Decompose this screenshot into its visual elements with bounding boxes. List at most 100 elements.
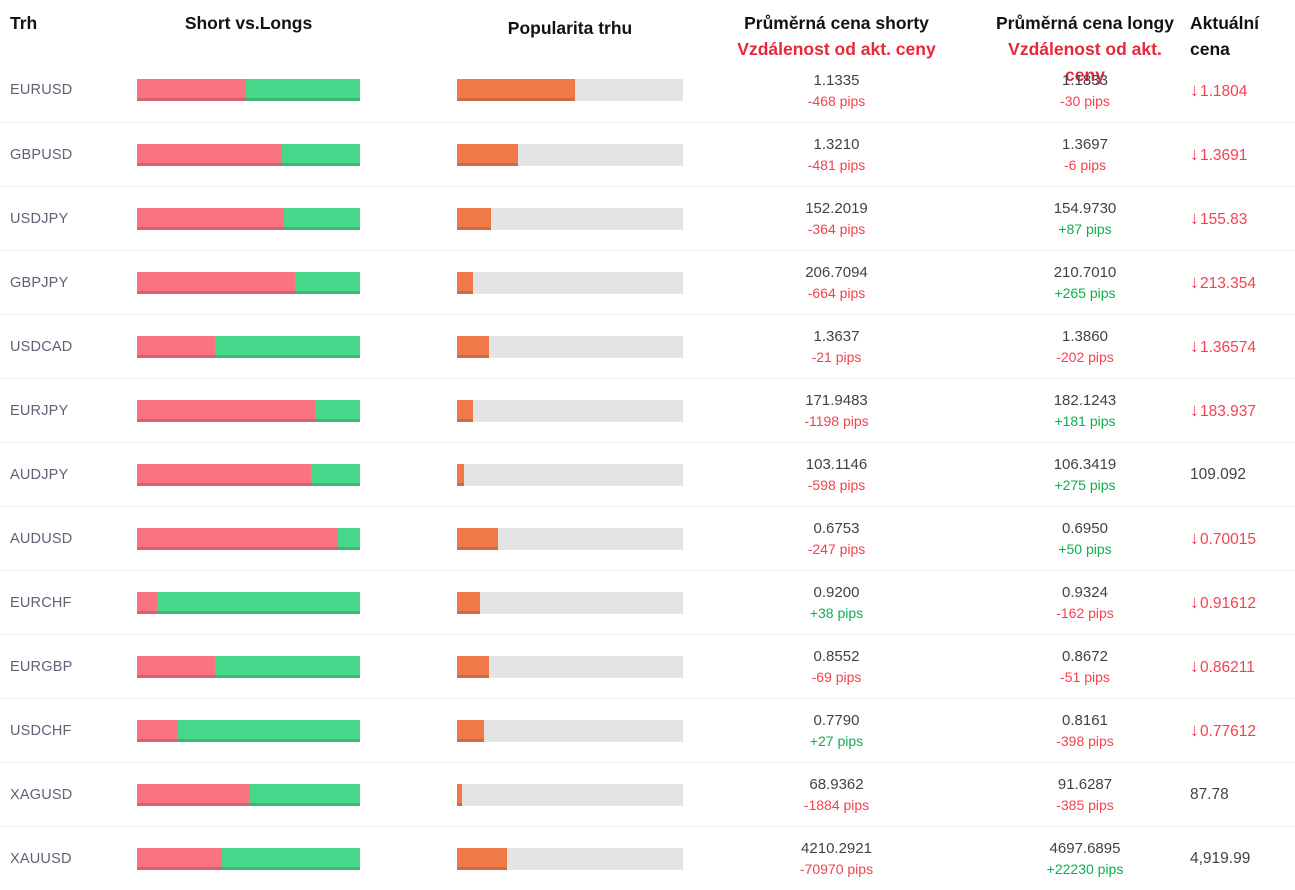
popularity-bar-track xyxy=(457,847,683,870)
longs-bar-segment xyxy=(281,143,360,166)
shorts-bar-segment xyxy=(137,335,216,358)
avg-short-price: 0.9200 xyxy=(813,584,860,601)
actual-price-cell: ↓109.092 xyxy=(1180,466,1295,484)
long-distance-pips: +87 pips xyxy=(1058,221,1112,237)
market-label: EURUSD xyxy=(10,82,73,98)
market-label: AUDJPY xyxy=(10,466,69,483)
market-label: GBPJPY xyxy=(10,274,69,291)
actual-price: 0.70015 xyxy=(1200,531,1257,548)
short-distance-pips: -598 pips xyxy=(807,477,866,493)
table-row[interactable]: EURCHF 0.9200 +38 pips 0.9324 -162 pips … xyxy=(0,570,1295,634)
longs-bar-segment xyxy=(295,271,360,294)
short-vs-long-cell xyxy=(137,463,360,486)
short-vs-long-cell xyxy=(137,399,360,422)
actual-price-cell: ↓213.354 xyxy=(1180,272,1295,293)
popularity-bar-track xyxy=(457,591,683,614)
long-distance-pips: +265 pips xyxy=(1054,285,1116,301)
shorts-bar-segment xyxy=(137,271,296,294)
long-distance-pips: -385 pips xyxy=(1056,797,1114,813)
short-vs-long-cell xyxy=(137,783,360,806)
avg-long-cell: 0.9324 -162 pips xyxy=(990,584,1180,621)
header-avg-longs: Průměrná cena longy Vzdálenost od akt. c… xyxy=(990,10,1180,88)
short-vs-long-cell xyxy=(137,719,360,742)
table-row[interactable]: EURGBP 0.8552 -69 pips 0.8672 -51 pips ↓… xyxy=(0,634,1295,698)
popularity-cell xyxy=(457,463,683,486)
table-row[interactable]: EURUSD 1.1335 -468 pips 1.1833 -30 pips … xyxy=(0,58,1295,122)
shorts-bar-segment xyxy=(137,783,249,806)
price-down-arrow-icon: ↓ xyxy=(1190,272,1199,292)
actual-price: 0.91612 xyxy=(1200,595,1257,612)
table-row[interactable]: AUDUSD 0.6753 -247 pips 0.6950 +50 pips … xyxy=(0,506,1295,570)
long-distance-pips: -30 pips xyxy=(1060,92,1110,109)
avg-long-cell: 182.1243 +181 pips xyxy=(990,392,1180,429)
short-vs-long-bar xyxy=(137,335,360,358)
avg-short-price: 0.7790 xyxy=(813,712,860,729)
shorts-bar-segment xyxy=(137,591,158,614)
avg-short-cell: 4210.2921 -70970 pips xyxy=(683,840,990,877)
popularity-bar-fill xyxy=(457,79,575,101)
table-row[interactable]: AUDJPY 103.1146 -598 pips 106.3419 +275 … xyxy=(0,442,1295,506)
short-vs-long-bar xyxy=(137,463,360,486)
market-label: EURGBP xyxy=(10,658,73,675)
short-vs-long-cell xyxy=(137,527,360,550)
popularity-bar-fill xyxy=(457,591,480,614)
longs-bar-segment xyxy=(248,783,360,806)
longs-bar-segment xyxy=(177,719,360,742)
avg-short-price: 1.3637 xyxy=(813,328,860,345)
popularity-cell xyxy=(457,783,683,806)
table-row[interactable]: XAUUSD 4210.2921 -70970 pips 4697.6895 +… xyxy=(0,826,1295,890)
short-distance-pips: -664 pips xyxy=(807,285,866,301)
short-vs-long-bar xyxy=(137,527,360,550)
avg-short-price: 171.9483 xyxy=(805,392,868,409)
avg-long-cell: 0.8161 -398 pips xyxy=(990,712,1180,749)
table-row[interactable]: XAGUSD 68.9362 -1884 pips 91.6287 -385 p… xyxy=(0,762,1295,826)
actual-price: 4,919.99 xyxy=(1190,849,1251,867)
table-row[interactable]: USDCHF 0.7790 +27 pips 0.8161 -398 pips … xyxy=(0,698,1295,762)
short-distance-pips: +38 pips xyxy=(809,605,864,621)
market-label: USDJPY xyxy=(10,210,69,227)
short-distance-pips: -1884 pips xyxy=(803,797,870,813)
popularity-bar-fill xyxy=(457,527,498,550)
shorts-bar-segment xyxy=(137,143,282,166)
avg-short-cell: 0.8552 -69 pips xyxy=(683,648,990,685)
table-row[interactable]: GBPJPY 206.7094 -664 pips 210.7010 +265 … xyxy=(0,250,1295,314)
price-down-arrow-icon: ↓ xyxy=(1190,720,1199,740)
table-row[interactable]: GBPUSD 1.3210 -481 pips 1.3697 -6 pips ↓… xyxy=(0,122,1295,186)
popularity-cell xyxy=(457,335,683,358)
long-distance-pips: +181 pips xyxy=(1054,413,1116,429)
short-vs-long-bar xyxy=(137,79,360,101)
avg-short-cell: 152.2019 -364 pips xyxy=(683,200,990,237)
avg-short-price: 1.3210 xyxy=(813,136,860,153)
avg-short-cell: 0.6753 -247 pips xyxy=(683,520,990,557)
avg-short-price: 103.1146 xyxy=(805,456,868,473)
avg-short-price: 0.6753 xyxy=(813,520,860,537)
popularity-cell xyxy=(457,527,683,550)
header-avg-shorts-subtitle: Vzdálenost od akt. ceny xyxy=(737,39,936,59)
table-row[interactable]: USDJPY 152.2019 -364 pips 154.9730 +87 p… xyxy=(0,186,1295,250)
avg-short-price: 152.2019 xyxy=(805,200,868,217)
avg-short-cell: 68.9362 -1884 pips xyxy=(683,776,990,813)
avg-short-cell: 206.7094 -664 pips xyxy=(683,264,990,301)
shorts-bar-segment xyxy=(137,655,216,678)
avg-long-price: 1.3860 xyxy=(1062,328,1108,345)
short-vs-long-bar xyxy=(137,591,360,614)
popularity-bar-track xyxy=(457,207,683,230)
longs-bar-segment xyxy=(215,335,360,358)
avg-short-price: 206.7094 xyxy=(805,264,868,281)
actual-price: 183.937 xyxy=(1200,403,1257,420)
avg-long-cell: 1.3697 -6 pips xyxy=(990,136,1180,173)
short-vs-long-cell xyxy=(137,143,360,166)
popularity-cell xyxy=(457,655,683,678)
popularity-bar-track xyxy=(457,143,683,166)
avg-long-price: 0.9324 xyxy=(1062,584,1108,601)
avg-long-cell: 154.9730 +87 pips xyxy=(990,200,1180,237)
avg-short-cell: 1.1335 -468 pips xyxy=(683,72,990,109)
actual-price: 87.78 xyxy=(1190,785,1229,803)
popularity-bar-fill xyxy=(457,143,519,166)
short-vs-long-cell xyxy=(137,335,360,358)
table-row[interactable]: EURJPY 171.9483 -1198 pips 182.1243 +181… xyxy=(0,378,1295,442)
table-row[interactable]: USDCAD 1.3637 -21 pips 1.3860 -202 pips … xyxy=(0,314,1295,378)
avg-long-cell: 4697.6895 +22230 pips xyxy=(990,840,1180,877)
avg-long-cell: 210.7010 +265 pips xyxy=(990,264,1180,301)
